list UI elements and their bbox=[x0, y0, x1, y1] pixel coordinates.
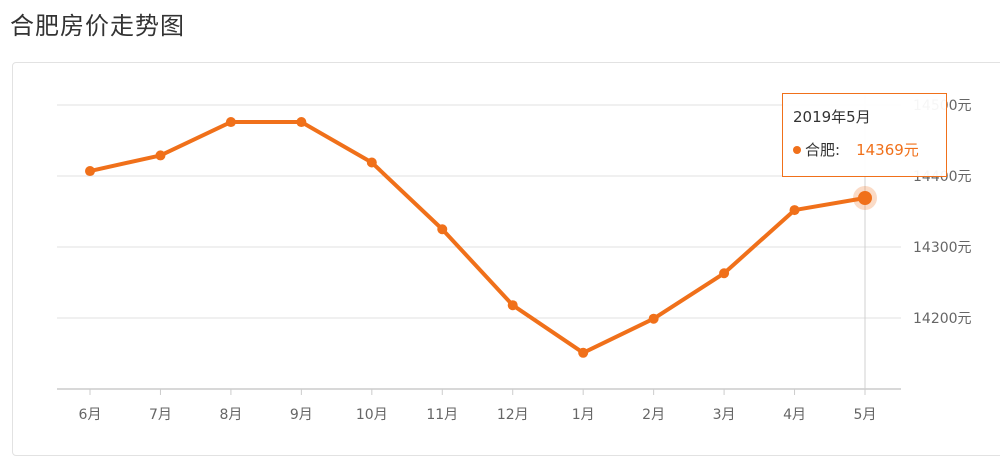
chart-tooltip: 2019年5月 合肥: 14369元 bbox=[782, 93, 947, 177]
x-tick-label: 8月 bbox=[219, 407, 242, 423]
x-tick-label: 11月 bbox=[426, 407, 458, 423]
x-tick-label: 9月 bbox=[290, 407, 313, 423]
x-tick-label: 6月 bbox=[79, 407, 102, 423]
data-point bbox=[507, 300, 518, 311]
tooltip-row: 合肥: 14369元 bbox=[793, 139, 936, 160]
data-point bbox=[296, 117, 307, 128]
x-tick-label: 3月 bbox=[713, 407, 736, 423]
tooltip-series-label: 合肥: bbox=[805, 141, 841, 159]
data-point bbox=[225, 117, 236, 128]
tooltip-series-dot bbox=[793, 145, 801, 154]
data-point bbox=[578, 347, 589, 358]
x-tick-label: 7月 bbox=[149, 407, 172, 423]
data-point bbox=[366, 157, 377, 168]
x-tick-label: 10月 bbox=[356, 407, 388, 423]
y-tick-label: 14200元 bbox=[913, 311, 972, 327]
x-tick-label: 2月 bbox=[642, 407, 665, 423]
highlight-data-point bbox=[858, 191, 872, 206]
series-line-hefei bbox=[88, 120, 867, 355]
data-point bbox=[155, 150, 166, 161]
x-tick-label: 5月 bbox=[854, 407, 877, 423]
tooltip-value: 14369元 bbox=[856, 141, 919, 159]
x-tick-label: 1月 bbox=[572, 407, 595, 423]
y-tick-label: 14300元 bbox=[913, 240, 972, 256]
page-title: 合肥房价走势图 bbox=[10, 12, 185, 40]
data-point bbox=[437, 224, 448, 235]
data-point bbox=[719, 268, 730, 279]
x-tick-label: 4月 bbox=[783, 407, 806, 423]
data-point bbox=[85, 166, 95, 177]
data-point bbox=[789, 205, 800, 216]
tooltip-date: 2019年5月 bbox=[793, 108, 871, 126]
data-point bbox=[648, 313, 659, 324]
x-tick-label: 12月 bbox=[497, 407, 529, 423]
